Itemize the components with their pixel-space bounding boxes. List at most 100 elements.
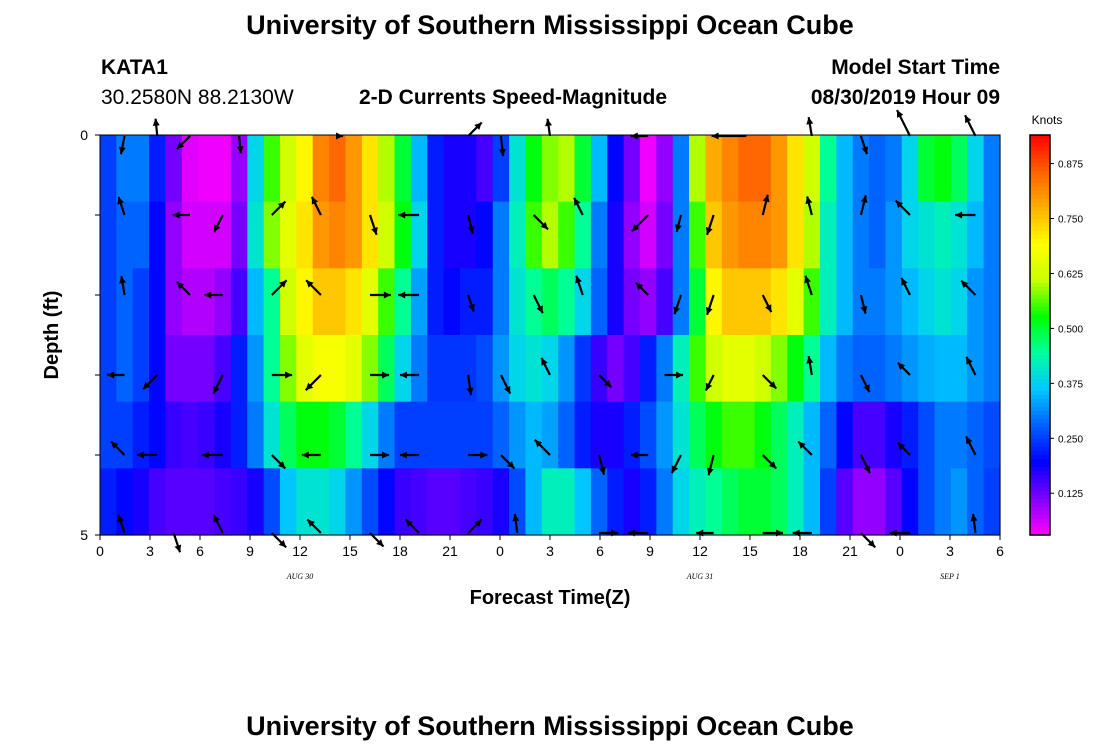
colorbar-band — [1030, 375, 1050, 380]
heat-cell — [476, 335, 494, 403]
x-tick-label: 6 — [596, 543, 604, 559]
current-arrow — [706, 454, 715, 476]
heat-cell — [230, 335, 248, 403]
heat-cell — [525, 201, 543, 269]
current-arrow — [705, 294, 715, 316]
axes: 0 3 6 9 12 15 18 21 0 3 6 9 12 15 18 21 0 3 6 AUG 30 AUG 31 S… — [80, 127, 1004, 581]
heat-cell — [312, 135, 330, 203]
heat-cell — [558, 135, 576, 203]
heat-cell — [983, 135, 1001, 203]
colorbar-band — [1030, 247, 1050, 252]
current-arrow — [859, 374, 871, 393]
heat-cell — [410, 201, 428, 269]
colorbar-band — [1030, 195, 1050, 200]
heat-cell — [410, 401, 428, 469]
heat-cell — [836, 468, 854, 536]
y-tick-label: 0 — [80, 127, 88, 143]
x-tick-label: 18 — [392, 543, 408, 559]
colorbar-band — [1030, 339, 1050, 344]
heat-cell — [656, 401, 674, 469]
heat-cell — [787, 401, 805, 469]
current-arrow — [368, 214, 378, 236]
heat-cell — [558, 268, 576, 336]
heat-cell — [721, 401, 739, 469]
heat-cell — [623, 201, 641, 269]
heat-cell — [329, 268, 347, 336]
heat-cell — [950, 268, 968, 336]
heat-cell — [100, 335, 117, 403]
heat-cell — [476, 268, 494, 336]
heat-cell — [836, 335, 854, 403]
heat-cell — [247, 201, 265, 269]
heat-cell — [770, 268, 788, 336]
heat-cell — [476, 468, 494, 536]
current-arrow — [970, 513, 978, 534]
heat-cell — [394, 335, 412, 403]
heat-cell — [329, 335, 347, 403]
colorbar-band — [1030, 435, 1050, 440]
heat-cell — [345, 335, 363, 403]
current-arrow — [896, 361, 911, 376]
heat-cell — [869, 201, 887, 269]
heat-cell — [623, 135, 641, 203]
heat-cell — [574, 135, 592, 203]
heat-cell — [247, 135, 265, 203]
heat-cell — [738, 468, 756, 536]
heat-cell — [198, 201, 216, 269]
heat-cell — [721, 468, 739, 536]
heat-cell — [165, 201, 183, 269]
heat-cell — [738, 401, 756, 469]
colorbar-band — [1030, 455, 1050, 460]
colorbar-band — [1030, 279, 1050, 284]
heat-cell — [950, 335, 968, 403]
heat-cell — [132, 468, 150, 536]
current-arrow — [859, 135, 869, 155]
colorbar-band — [1030, 299, 1050, 304]
colorbar-band — [1030, 367, 1050, 372]
heat-cell — [427, 201, 445, 269]
current-arrow — [670, 454, 682, 474]
colorbar-band — [1030, 371, 1050, 376]
colorbar-band — [1030, 211, 1050, 216]
heat-cell — [640, 135, 657, 203]
x-tick-label: 12 — [292, 543, 308, 559]
heat-cell — [607, 268, 625, 336]
current-arrow — [500, 454, 516, 470]
heat-cell — [689, 201, 707, 269]
heat-cell — [803, 201, 821, 269]
current-arrow — [960, 279, 977, 296]
colorbar-band — [1030, 515, 1050, 520]
colorbar-band — [1030, 471, 1050, 476]
heat-cell — [214, 135, 232, 203]
colorbar-band — [1030, 379, 1050, 384]
colorbar-band — [1030, 411, 1050, 416]
heat-cell — [525, 401, 543, 469]
heat-cell — [132, 335, 150, 403]
colorbar: 0.125 0.250 0.375 0.500 0.625 0.750 0.875 — [1029, 134, 1083, 536]
heat-cell — [574, 401, 592, 469]
heat-cell — [361, 335, 379, 403]
heat-cell — [541, 201, 559, 269]
colorbar-band — [1030, 391, 1050, 396]
heat-cell — [852, 135, 870, 203]
heat-cell — [852, 468, 870, 536]
colorbar-band — [1030, 403, 1050, 408]
heat-cell — [623, 268, 641, 336]
heat-cell — [509, 401, 527, 469]
heat-cell — [361, 201, 379, 269]
heat-cell — [361, 401, 379, 469]
heat-cell — [901, 468, 919, 536]
current-arrow — [176, 281, 191, 296]
colorbar-band — [1030, 227, 1050, 232]
current-arrow — [467, 121, 483, 137]
heat-cell — [361, 468, 379, 536]
heat-cell — [165, 135, 183, 203]
heat-cell — [950, 201, 968, 269]
current-arrow — [534, 439, 551, 456]
current-arrow — [900, 277, 911, 296]
current-arrow — [673, 294, 682, 315]
heat-cell — [280, 468, 297, 536]
heat-cell — [820, 335, 837, 403]
colorbar-band — [1030, 283, 1050, 288]
heat-cell — [509, 201, 527, 269]
